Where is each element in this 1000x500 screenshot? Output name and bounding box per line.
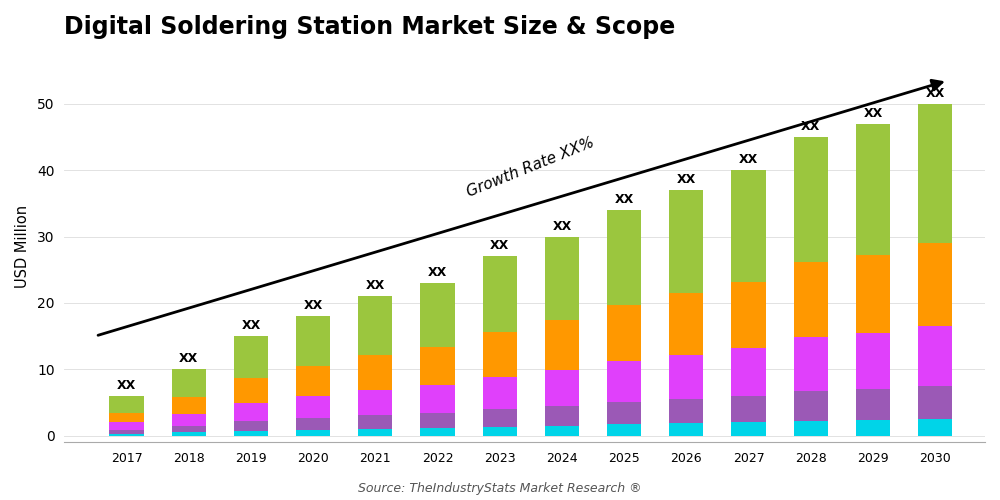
Bar [420,347,455,386]
Bar [483,376,517,409]
Bar [607,304,641,361]
Bar [109,422,144,430]
Text: XX: XX [490,240,509,252]
Text: XX: XX [304,299,323,312]
Bar [420,283,455,347]
Text: XX: XX [739,153,758,166]
Text: Source: TheIndustryStats Market Research ®: Source: TheIndustryStats Market Research… [358,482,642,495]
Bar [420,412,455,428]
Bar [234,403,268,420]
Bar [172,370,206,397]
Text: XX: XX [117,379,136,392]
Bar [856,254,890,332]
Bar [234,336,268,378]
Bar [918,419,952,436]
Text: Growth Rate XX%: Growth Rate XX% [465,135,597,200]
Text: XX: XX [366,280,385,292]
Bar [669,399,703,423]
Bar [794,391,828,420]
Bar [234,430,268,436]
Bar [358,390,392,414]
Bar [483,332,517,376]
Bar [172,432,206,436]
Bar [545,370,579,406]
Bar [794,262,828,337]
Bar [109,430,144,434]
Bar [669,190,703,293]
Bar [109,434,144,436]
Bar [607,424,641,436]
Bar [856,420,890,436]
Bar [545,236,579,320]
Text: XX: XX [179,352,198,366]
Bar [794,137,828,262]
Bar [109,396,144,412]
Text: XX: XX [615,193,634,206]
Bar [731,282,766,348]
Bar [296,316,330,366]
Text: XX: XX [677,173,696,186]
Bar [172,397,206,413]
Bar [731,396,766,422]
Bar [296,396,330,417]
Bar [669,354,703,399]
Bar [731,422,766,436]
Text: XX: XX [241,319,261,332]
Bar [172,414,206,426]
Bar [731,348,766,396]
Bar [420,428,455,436]
Bar [607,210,641,304]
Bar [607,402,641,424]
Bar [358,428,392,436]
Text: XX: XX [428,266,447,279]
Bar [918,243,952,326]
Bar [607,361,641,402]
Bar [296,418,330,430]
Bar [545,406,579,425]
Bar [545,320,579,370]
Bar [669,293,703,354]
Bar [483,409,517,426]
Text: XX: XX [552,220,572,232]
Bar [483,426,517,436]
Bar [358,414,392,428]
Bar [856,389,890,420]
Bar [234,420,268,430]
Bar [856,124,890,254]
Bar [358,355,392,390]
Y-axis label: USD Million: USD Million [15,205,30,288]
Bar [109,412,144,422]
Bar [918,326,952,386]
Bar [856,332,890,389]
Bar [731,170,766,281]
Text: Digital Soldering Station Market Size & Scope: Digital Soldering Station Market Size & … [64,15,676,39]
Bar [358,296,392,355]
Text: XX: XX [801,120,820,133]
Bar [794,420,828,436]
Bar [296,430,330,436]
Text: XX: XX [863,106,883,120]
Bar [234,378,268,403]
Bar [420,386,455,412]
Bar [172,426,206,432]
Bar [483,256,517,332]
Bar [545,426,579,436]
Bar [296,366,330,396]
Bar [794,337,828,391]
Bar [669,424,703,436]
Text: XX: XX [926,87,945,100]
Bar [918,386,952,419]
Bar [918,104,952,243]
